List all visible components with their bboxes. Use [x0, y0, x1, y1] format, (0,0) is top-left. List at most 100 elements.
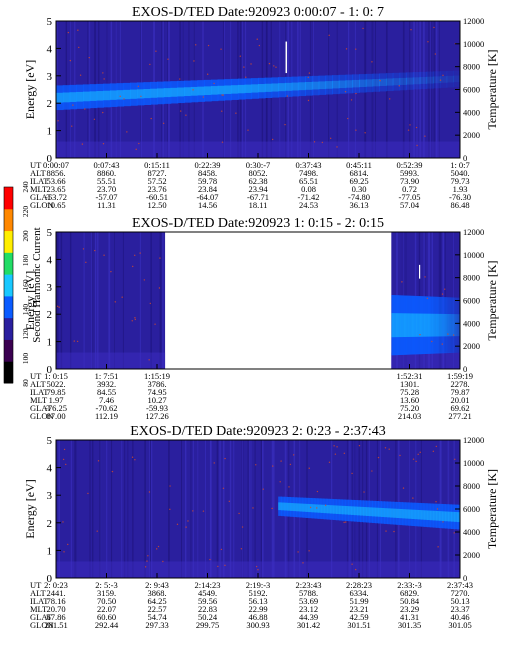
noise-dot	[185, 526, 187, 528]
table-cell: 214.03	[398, 411, 421, 421]
table-cell: 23.94	[248, 184, 268, 194]
table-cell: 3786.	[147, 379, 166, 389]
band-core-segment	[290, 503, 295, 511]
band-core-segment	[323, 504, 328, 514]
noise-dot	[134, 459, 136, 461]
colorbar-tick-label: 180	[21, 255, 30, 267]
band-core-segment	[410, 313, 413, 337]
band-core-segment	[393, 508, 398, 518]
y-tick-label: 3	[47, 490, 53, 502]
noise-dot	[379, 80, 381, 82]
band-core-segment	[299, 503, 304, 512]
band-core-segment	[426, 76, 434, 84]
panel-title: EXOS-D/TED Date:920923 0:00:07 - 1: 0: 7	[132, 5, 384, 20]
noise-dot	[176, 523, 179, 526]
y-tick-label: 4	[47, 463, 53, 475]
band-core-segment	[150, 88, 158, 98]
band-segment	[458, 297, 461, 353]
table-cell: 7498.	[299, 168, 318, 178]
noise-dot	[78, 46, 80, 49]
table-cell: 79.73	[450, 176, 469, 186]
band-segment	[298, 76, 306, 97]
band-core-segment	[197, 86, 205, 96]
noise-dot	[389, 98, 391, 100]
band-core-segment	[434, 313, 437, 337]
table-cell: 70.50	[97, 596, 116, 606]
colorbar-tick-label: 160	[21, 279, 30, 291]
noise-dot	[102, 142, 105, 145]
band-core-segment	[332, 80, 340, 89]
table-row-label: MLT	[30, 395, 48, 405]
band-core-segment	[204, 86, 212, 96]
noise-dot	[454, 458, 456, 460]
noise-dot	[307, 76, 309, 79]
table-cell: 54.74	[147, 612, 167, 622]
band-core-segment	[393, 313, 396, 338]
table-row-label: ILAT	[30, 176, 49, 186]
noise-dot	[328, 461, 331, 463]
noise-dot	[192, 89, 194, 91]
band-core-segment	[335, 505, 340, 514]
band-segment	[433, 296, 436, 354]
band-core-segment	[123, 89, 131, 100]
table-cell: 10.65	[46, 200, 65, 210]
band-core-segment	[237, 84, 246, 94]
band-core-segment	[446, 75, 455, 83]
table-cell: -76.25	[45, 403, 67, 413]
band-core-segment	[431, 313, 434, 337]
y-tick-label: 1	[47, 126, 53, 138]
table-cell: 0.08	[301, 184, 316, 194]
noise-dot	[442, 521, 444, 523]
band-core-segment	[163, 88, 172, 98]
band-core-segment	[414, 509, 419, 520]
table-cell: 300.93	[246, 620, 269, 630]
noise-dot	[419, 333, 421, 336]
noise-dot	[72, 104, 74, 106]
band-core-segment	[430, 313, 433, 337]
noise-dot	[167, 58, 169, 60]
band-segment	[447, 297, 450, 354]
noise-dot	[437, 546, 439, 548]
table-cell: 23.70	[97, 184, 116, 194]
table-cell: 23.21	[349, 604, 368, 614]
band-core-segment	[62, 92, 71, 103]
noise-dot	[333, 445, 335, 447]
band-core-segment	[455, 314, 458, 337]
noise-dot	[111, 470, 114, 473]
y-right-axis-label: Temperature [K]	[485, 49, 499, 129]
band-segment	[406, 72, 414, 90]
y-right-tick-label: 4000	[463, 318, 480, 328]
noise-dot	[154, 323, 156, 325]
table-cell: 50.84	[400, 596, 420, 606]
noise-dot	[67, 543, 69, 546]
noise-dot	[343, 521, 345, 524]
noise-dot	[435, 445, 438, 448]
band-core-segment	[329, 505, 334, 514]
noise-dot	[415, 126, 418, 129]
band-core-segment	[450, 511, 455, 522]
band-segment	[305, 76, 313, 96]
table-cell: 86.48	[450, 200, 469, 210]
noise-dot	[247, 129, 249, 131]
y-axis-label: Energy [eV]	[23, 60, 37, 119]
table-cell: 2:19:-3	[246, 580, 271, 590]
table-cell: 6814.	[349, 168, 368, 178]
table-cell: 0:45:11	[346, 160, 372, 170]
noise-dot	[288, 486, 290, 488]
band-segment	[431, 296, 434, 354]
table-row-label: ILAT	[30, 596, 49, 606]
band-segment	[441, 297, 444, 354]
colorbar-tick-label: 100	[21, 353, 30, 365]
band-core-segment	[399, 77, 407, 85]
noise-dot	[240, 548, 243, 550]
band-core-segment	[302, 503, 307, 512]
table-cell: 23.65	[46, 184, 65, 194]
band-core-segment	[458, 314, 461, 337]
noise-dot	[220, 48, 222, 50]
y-right-tick-label: 12000	[463, 16, 484, 26]
band-segment	[449, 297, 452, 353]
band-segment	[433, 71, 441, 89]
band-core-segment	[415, 313, 418, 337]
band-core-segment	[378, 507, 383, 517]
